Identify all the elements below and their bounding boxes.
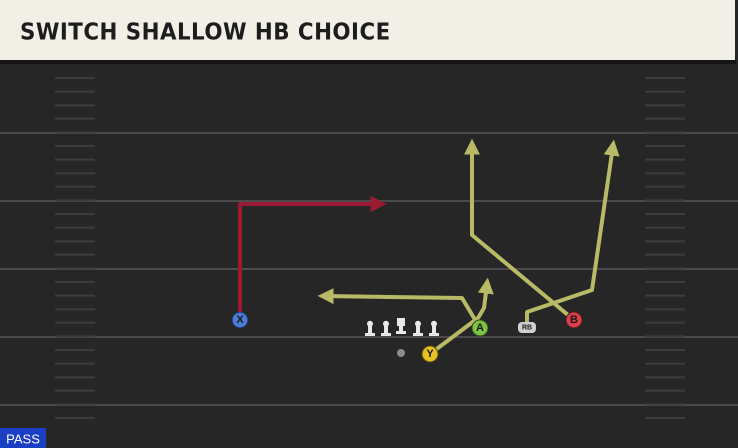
player-icon: [421, 345, 439, 363]
player-label: B: [570, 314, 578, 326]
header-shadow: [0, 58, 736, 64]
play-type: PASS: [6, 432, 40, 447]
route-y: [428, 277, 494, 356]
player-label: RB: [522, 325, 532, 332]
player-rb: RB: [518, 322, 536, 333]
route-b: [464, 138, 576, 322]
center: [396, 318, 406, 334]
lineman: [429, 320, 439, 336]
player-a: A: [471, 319, 489, 337]
player-b: B: [565, 311, 583, 329]
field-marks: [0, 77, 738, 419]
player-icon: [518, 322, 536, 333]
route-a: [317, 288, 482, 330]
player-label: Y: [426, 348, 434, 360]
play-type-badge: [0, 428, 46, 448]
route-rb: [525, 139, 620, 326]
lineman: [413, 320, 423, 336]
play-title: SWITCH SHALLOW HB CHOICE: [20, 19, 391, 46]
player-icon: [471, 319, 489, 337]
player-icon: [231, 311, 249, 329]
player-label: A: [476, 322, 484, 334]
lineman: [365, 320, 375, 336]
player-icon: [565, 311, 583, 329]
header: [0, 0, 735, 60]
lineman: [381, 320, 391, 336]
routes: [238, 138, 620, 356]
player-label: X: [236, 314, 244, 326]
route-x: [238, 196, 387, 320]
offensive-line: [365, 318, 439, 336]
player-x: X: [231, 311, 249, 329]
ball: [397, 349, 405, 357]
player-y: Y: [421, 345, 439, 363]
